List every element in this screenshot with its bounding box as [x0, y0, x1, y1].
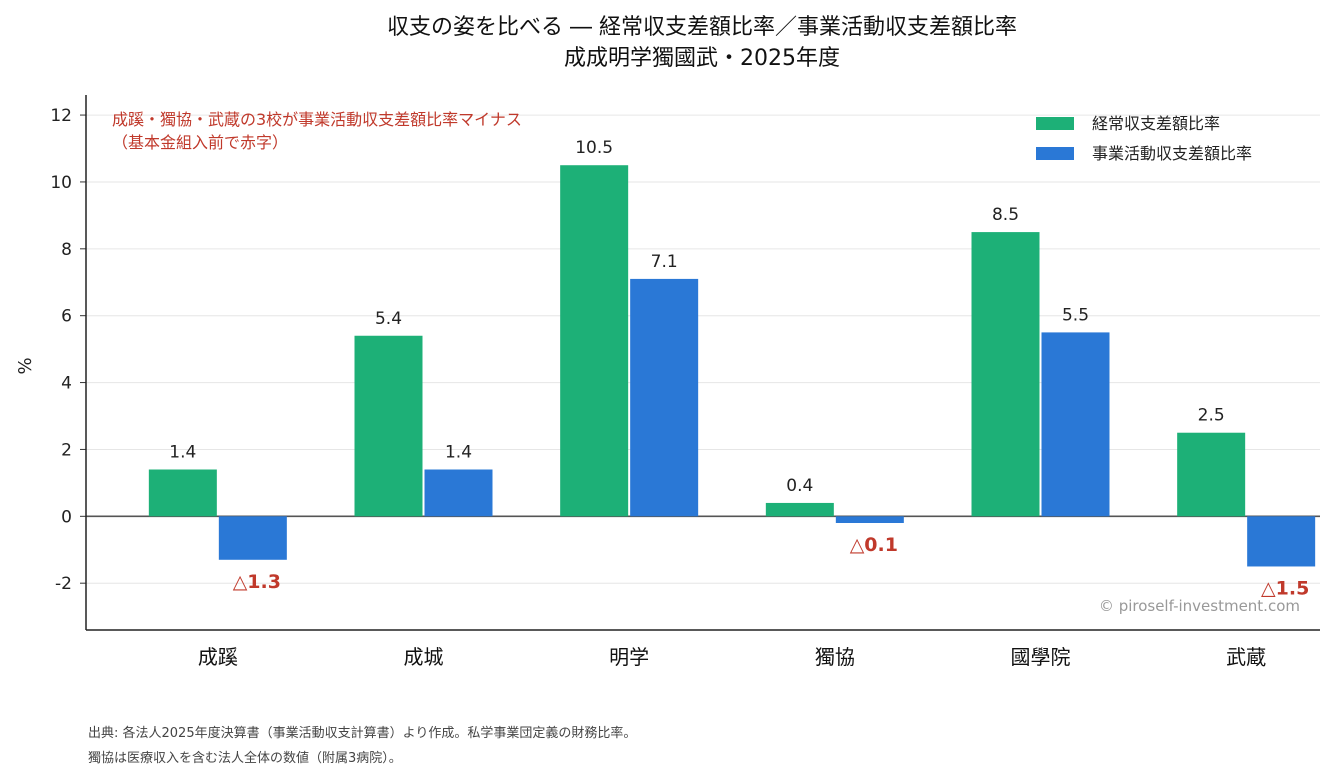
data-label: △0.1 [850, 534, 898, 556]
bar-jigyo-4 [1041, 332, 1110, 517]
x-tick-label: 國學院 [1011, 645, 1071, 669]
legend: 経常収支差額比率 事業活動収支差額比率 [1036, 114, 1252, 163]
label-layer: 1.4 △1.3 5.4 1.4 10.5 7.1 0.4 △0.1 8.5 5.5 2.5 △1.5 [169, 138, 1309, 599]
bar-keijo-3 [765, 502, 834, 517]
footnote-source: 出典: 各法人2025年度決算書（事業活動収支計算書）より作成。私学事業団定義の… [88, 726, 637, 741]
bar-keijo-4 [971, 232, 1040, 517]
y-tick-label: 4 [61, 374, 72, 394]
data-label: 8.5 [992, 205, 1019, 225]
legend-entry-2: 事業活動収支差額比率 [1092, 144, 1252, 163]
data-label: 5.5 [1062, 305, 1089, 325]
chart-title: 収支の姿を比べる ― 経常収支差額比率／事業活動収支差額比率 [387, 15, 1017, 40]
chart-subtitle: 成成明学獨國武・2025年度 [564, 46, 840, 71]
y-tick-label: 12 [50, 106, 72, 126]
data-label: 2.5 [1198, 406, 1225, 426]
bar-jigyo-1 [424, 469, 493, 517]
x-tick-label: 獨協 [815, 645, 855, 669]
bar-jigyo-5 [1247, 516, 1316, 567]
data-label: 1.4 [169, 443, 196, 463]
data-label: △1.3 [233, 571, 281, 593]
data-label: 5.4 [375, 309, 402, 329]
legend-swatch-2 [1036, 147, 1074, 160]
y-tick-label: 6 [61, 307, 72, 327]
x-tick-label: 成城 [404, 645, 444, 669]
legend-swatch-1 [1036, 117, 1074, 130]
bar-jigyo-3 [835, 516, 904, 523]
bar-layer [148, 165, 1316, 567]
y-tick-label: 2 [61, 440, 72, 460]
watermark: © piroself-investment.com [1099, 597, 1300, 615]
bar-chart: 収支の姿を比べる ― 経常収支差額比率／事業活動収支差額比率 成成明学獨國武・2… [15, 15, 1320, 669]
data-label: 10.5 [575, 138, 613, 158]
data-label: △1.5 [1261, 577, 1309, 599]
bar-keijo-5 [1177, 432, 1246, 517]
legend-entry-1: 経常収支差額比率 [1092, 114, 1220, 133]
y-tick-label: -2 [55, 574, 72, 594]
axis-layer: -2 0 2 4 6 8 10 12 成蹊 成城 明学 獨協 國學院 武蔵 [50, 95, 1320, 669]
data-label: 0.4 [786, 476, 813, 496]
bar-keijo-1 [354, 335, 423, 517]
y-axis-label: % [15, 357, 36, 374]
bar-keijo-0 [148, 469, 217, 517]
annotation-line-2: （基本金組入前で赤字） [112, 133, 288, 152]
annotation-line-1: 成蹊・獨協・武蔵の3校が事業活動収支差額比率マイナス [112, 110, 522, 129]
x-tick-label: 武蔵 [1226, 645, 1266, 669]
bar-jigyo-0 [218, 516, 287, 560]
y-tick-label: 8 [61, 240, 72, 260]
bar-keijo-2 [560, 165, 629, 517]
bar-jigyo-2 [630, 278, 699, 517]
x-tick-label: 成蹊 [198, 645, 238, 669]
y-tick-label: 0 [61, 507, 72, 527]
x-tick-label: 明学 [609, 645, 649, 669]
y-tick-label: 10 [50, 173, 72, 193]
footnote-dokkyo: 獨協は医療収入を含む法人全体の数値（附属3病院）。 [88, 751, 402, 766]
data-label: 1.4 [445, 443, 472, 463]
data-label: 7.1 [651, 252, 678, 272]
grid-layer [86, 114, 1320, 584]
